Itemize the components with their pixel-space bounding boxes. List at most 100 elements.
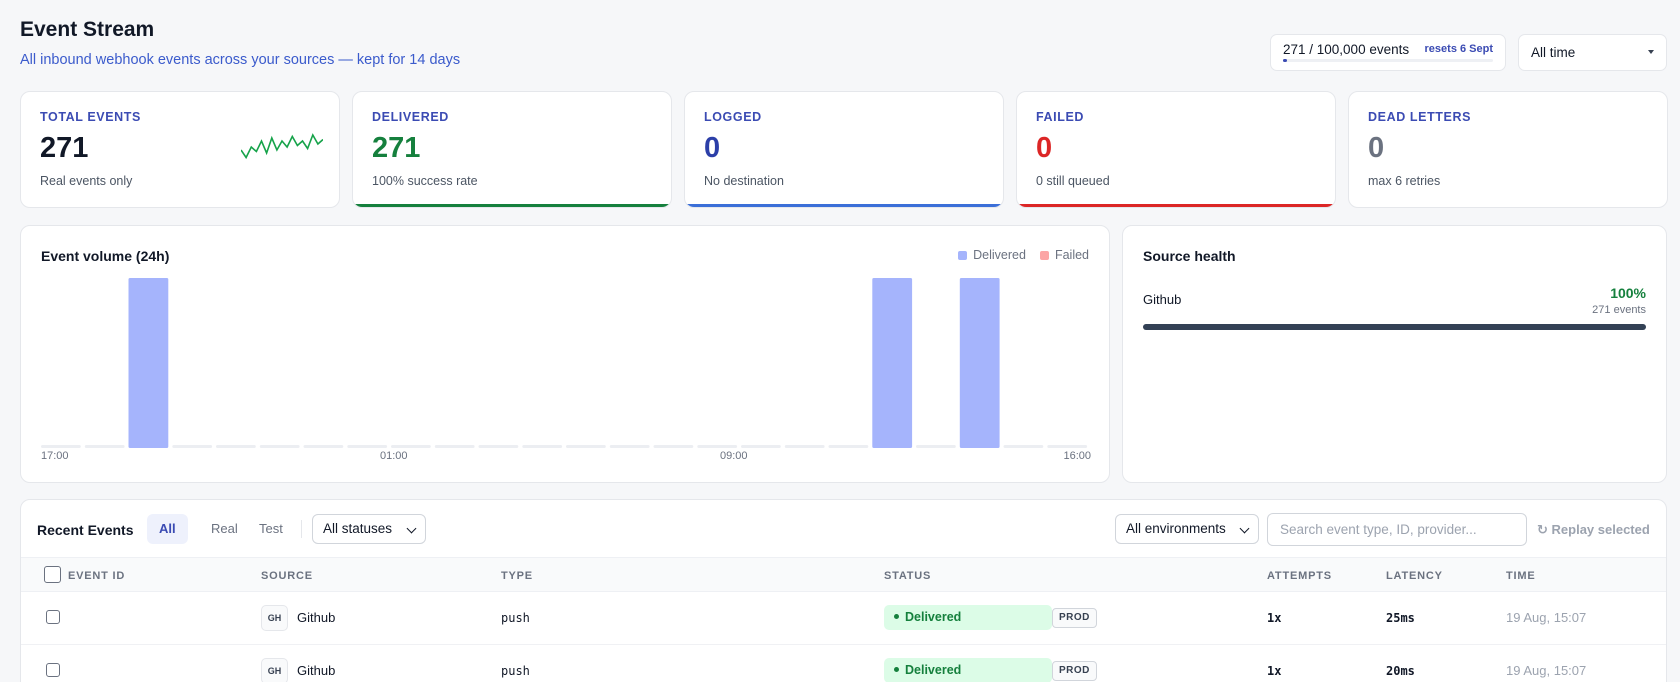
x-tick-label: 01:00 — [380, 450, 408, 462]
stat-label: LOGGED — [704, 110, 762, 124]
bar-empty — [609, 445, 650, 448]
environment-badge: PROD — [1052, 661, 1097, 681]
status-dot-icon — [894, 614, 899, 619]
legend-label: Failed — [1054, 248, 1089, 262]
tab-all[interactable]: All — [147, 514, 188, 544]
replay-label: Replay selected — [1551, 522, 1650, 537]
latency-value: 25ms — [1386, 611, 1415, 625]
column-header[interactable]: STATUS — [884, 570, 932, 582]
tab-real[interactable]: Real — [211, 521, 238, 536]
stat-card-total: TOTAL EVENTS 271 Real events only — [20, 91, 340, 208]
stat-subtext: 0 still queued — [1036, 174, 1110, 188]
bar-delivered — [872, 278, 913, 448]
stat-label: DELIVERED — [372, 110, 449, 124]
select-all-checkbox[interactable] — [44, 566, 61, 583]
status-label: Delivered — [905, 610, 962, 624]
stat-accent-bar — [685, 204, 1003, 207]
time-value: 19 Aug, 15:07 — [1506, 610, 1587, 625]
stat-card-delivered: DELIVERED 271 100% success rate — [352, 91, 672, 208]
bar-empty — [172, 445, 213, 448]
bar-empty — [1003, 445, 1044, 448]
source-name: Github — [1143, 292, 1182, 307]
column-header[interactable]: TIME — [1506, 570, 1536, 582]
bar-empty — [566, 445, 606, 448]
bar-empty — [303, 445, 344, 448]
usage-text: 271 / 100,000 events — [1283, 42, 1410, 57]
column-header[interactable]: TYPE — [501, 570, 533, 582]
x-tick-label: 09:00 — [720, 450, 748, 462]
usage-meter: 271 / 100,000 events resets 6 Sept — [1270, 34, 1506, 71]
bar-empty — [916, 445, 956, 448]
event-volume-panel: Event volume (24h) Delivered Failed 17:0… — [20, 225, 1110, 483]
chart-legend: Delivered Failed — [958, 248, 1089, 262]
legend-item-failed: Failed — [1039, 248, 1089, 262]
stat-value: 271 — [40, 132, 89, 164]
bar-empty — [478, 445, 519, 448]
status-dot-icon — [894, 667, 899, 672]
latency-value: 20ms — [1386, 664, 1415, 678]
time-range-select[interactable]: All time — [1518, 34, 1667, 71]
row-checkbox[interactable] — [46, 663, 60, 677]
status-label: Delivered — [905, 663, 962, 677]
usage-reset: resets 6 Sept — [1424, 43, 1493, 55]
attempts-value: 1x — [1267, 664, 1282, 678]
bar-empty — [653, 445, 694, 448]
source-name: Github — [297, 610, 336, 625]
chevron-down-icon — [1239, 523, 1250, 534]
source-health-track — [1143, 324, 1646, 330]
replay-icon: ↻ — [1537, 522, 1548, 537]
replay-selected-button[interactable]: ↻ Replay selected — [1537, 522, 1650, 538]
stat-subtext: max 6 retries — [1368, 174, 1441, 188]
event-type: push — [501, 611, 530, 625]
source-name: Github — [297, 663, 336, 678]
caret-down-icon — [1648, 50, 1654, 54]
column-header[interactable]: ATTEMPTS — [1267, 570, 1332, 582]
stat-value: 271 — [372, 132, 421, 164]
table-header: EVENT ID SOURCE TYPE STATUS ATTEMPTS LAT… — [21, 557, 1666, 592]
status-filter-select[interactable]: All statuses — [312, 514, 426, 544]
x-axis-ticks: 17:00 01:00 09:00 16:00 — [41, 450, 1091, 464]
bar-empty — [84, 445, 125, 448]
stat-value: 0 — [1368, 132, 1385, 164]
source-health-panel: Source health Github 100% 271 events — [1122, 225, 1667, 483]
stat-accent-bar — [1017, 204, 1335, 207]
environment-filter-value: All environments — [1126, 521, 1226, 536]
row-checkbox[interactable] — [46, 610, 60, 624]
sparkline-chart — [241, 133, 323, 160]
bar-empty — [784, 445, 825, 448]
status-badge: Delivered — [884, 605, 1052, 630]
bar-empty — [434, 445, 475, 448]
stat-value: 0 — [1036, 132, 1053, 164]
usage-track — [1283, 59, 1493, 62]
panel-title: Recent Events — [37, 522, 134, 538]
x-tick-label: 17:00 — [41, 450, 69, 462]
tab-test[interactable]: Test — [259, 521, 283, 536]
source-health-fill — [1143, 324, 1646, 330]
recent-events-panel: Recent Events All Real Test All statuses… — [20, 499, 1667, 682]
stat-card-dead-letters: DEAD LETTERS 0 max 6 retries — [1348, 91, 1668, 208]
stat-card-failed: FAILED 0 0 still queued — [1016, 91, 1336, 208]
column-header[interactable]: SOURCE — [261, 570, 313, 582]
bar-empty — [259, 445, 300, 448]
usage-fill — [1283, 59, 1288, 62]
bar-empty — [828, 445, 869, 448]
github-source-icon: GH — [261, 605, 288, 631]
chart-title: Event volume (24h) — [41, 248, 170, 264]
sparkline-line — [241, 133, 323, 160]
legend-label: Delivered — [973, 248, 1026, 262]
table-row[interactable]: GH Github push Delivered PROD 1x 25ms 19… — [21, 592, 1666, 645]
divider — [301, 520, 302, 538]
status-filter-value: All statuses — [323, 521, 393, 536]
column-header[interactable]: LATENCY — [1386, 570, 1443, 582]
stat-card-logged: LOGGED 0 No destination — [684, 91, 1004, 208]
stat-label: DEAD LETTERS — [1368, 110, 1472, 124]
bar-empty — [1047, 445, 1088, 448]
bar-empty — [522, 445, 563, 448]
bar-empty — [391, 445, 431, 448]
stat-label: TOTAL EVENTS — [40, 110, 141, 124]
column-header[interactable]: EVENT ID — [68, 570, 126, 582]
table-row[interactable]: GH Github push Delivered PROD 1x 20ms 19… — [21, 645, 1666, 682]
search-input[interactable]: Search event type, ID, provider... — [1267, 513, 1527, 546]
environment-filter-select[interactable]: All environments — [1115, 514, 1259, 544]
page-title: Event Stream — [20, 18, 155, 41]
